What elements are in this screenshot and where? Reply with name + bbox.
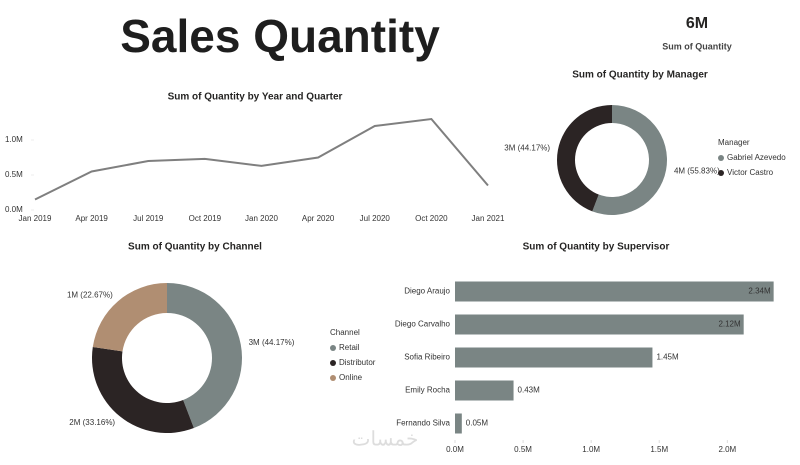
y-tick-label: 0.5M [5, 170, 23, 179]
x-tick-label: Oct 2020 [415, 214, 448, 223]
legend-marker [718, 155, 724, 161]
donut-slice [92, 347, 194, 433]
x-tick-label: Apr 2020 [302, 214, 335, 223]
page-title: Sales Quantity [120, 10, 440, 62]
data-label: 0.43M [518, 386, 541, 395]
kpi-value: 6M [686, 15, 708, 32]
bar [455, 347, 653, 368]
donut-slice [557, 105, 612, 212]
bar [455, 314, 744, 335]
x-tick-label: Jan 2021 [472, 214, 505, 223]
data-label: 3M (44.17%) [249, 338, 295, 347]
data-label: 0.05M [466, 419, 489, 428]
legend-title: Manager [718, 138, 750, 147]
legend-label: Gabriel Azevedo [727, 153, 786, 162]
data-label: 2.12M [718, 320, 741, 329]
data-label: 1.45M [656, 353, 679, 362]
line-series [34, 117, 489, 201]
kpi-label: Sum of Quantity [662, 41, 732, 51]
y-tick-label: Sofia Ribeiro [404, 353, 450, 362]
chart-title: Sum of Quantity by Channel [128, 242, 262, 253]
legend-label: Victor Castro [727, 168, 774, 177]
x-tick-label: Jul 2019 [133, 214, 164, 223]
x-tick-label: Oct 2019 [189, 214, 222, 223]
legend-label: Online [339, 373, 363, 382]
y-tick-label: Diego Carvalho [395, 320, 451, 329]
legend-label: Retail [339, 343, 360, 352]
data-label: 2M (33.16%) [69, 418, 115, 427]
bar [455, 413, 462, 434]
y-tick-label: Diego Araujo [404, 287, 450, 296]
data-label: 4M (55.83%) [674, 167, 720, 176]
y-tick-label: 0.0M [5, 205, 23, 214]
x-tick-label: 0.0M [446, 445, 464, 454]
chart-title: Sum of Quantity by Supervisor [523, 242, 670, 253]
y-tick-label: Fernando Silva [396, 419, 450, 428]
legend-marker [330, 345, 336, 351]
legend-title: Channel [330, 328, 360, 337]
y-tick-label: Emily Rocha [405, 386, 450, 395]
x-tick-label: 2.0M [718, 445, 736, 454]
y-tick-label: 1.0M [5, 135, 23, 144]
legend-marker [718, 170, 724, 176]
donut-slice [167, 283, 243, 429]
watermark: خمسات [352, 428, 419, 450]
legend-marker [330, 375, 336, 381]
donut-slice [592, 105, 667, 216]
legend-marker [330, 360, 336, 366]
x-tick-label: Jan 2019 [19, 214, 52, 223]
bar [455, 281, 774, 302]
x-tick-label: Jan 2020 [245, 214, 278, 223]
donut-slice [92, 283, 167, 352]
x-tick-label: 1.5M [650, 445, 668, 454]
data-label: 1M (22.67%) [67, 290, 113, 299]
chart-title: Sum of Quantity by Year and Quarter [168, 92, 343, 103]
x-tick-label: Jul 2020 [360, 214, 391, 223]
x-tick-label: Apr 2019 [75, 214, 108, 223]
data-label: 2.34M [748, 287, 771, 296]
chart-title: Sum of Quantity by Manager [572, 70, 708, 81]
bar [455, 380, 514, 401]
data-label: 3M (44.17%) [504, 144, 550, 153]
x-tick-label: 0.5M [514, 445, 532, 454]
x-tick-label: 1.0M [582, 445, 600, 454]
legend-label: Distributor [339, 358, 376, 367]
